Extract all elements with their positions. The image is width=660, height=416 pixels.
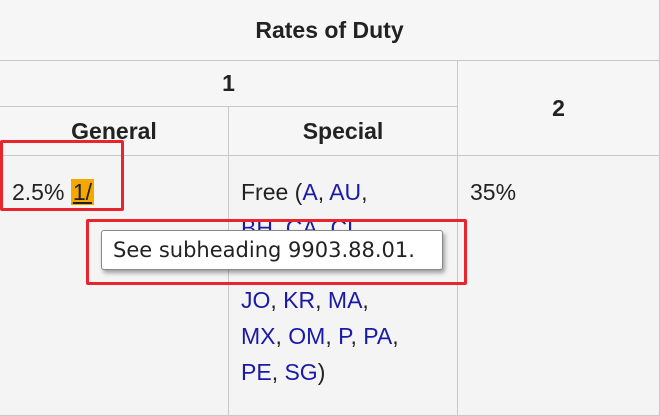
column-2-header: 2 xyxy=(458,61,660,156)
column-1-header: 1 xyxy=(0,61,458,107)
rates-of-duty-header: Rates of Duty xyxy=(0,0,660,61)
code-link[interactable]: A xyxy=(302,179,318,205)
general-header: General xyxy=(0,107,229,156)
general-note-link[interactable]: 1/ xyxy=(70,179,95,205)
code-link[interactable]: PA xyxy=(363,323,393,349)
note-annotation-box xyxy=(0,140,124,211)
column2-rate-cell: 35% xyxy=(458,156,660,416)
tooltip-annotation-box xyxy=(86,219,467,285)
code-link[interactable]: MX xyxy=(241,323,276,349)
code-link[interactable]: AU xyxy=(329,179,362,205)
code-link[interactable]: OM xyxy=(288,323,326,349)
special-prefix: Free ( xyxy=(241,179,303,205)
general-rate: 2.5% xyxy=(12,179,65,205)
tooltip: See subheading 9903.88.01. xyxy=(101,230,443,270)
special-header: Special xyxy=(229,107,458,156)
code-link[interactable]: KR xyxy=(283,287,316,313)
special-rate-cell: Free (A, AU, BH, CA, CL JO, KR, MA, MX, … xyxy=(229,156,458,416)
special-suffix: ) xyxy=(317,359,326,385)
code-link[interactable]: PE xyxy=(241,359,272,385)
general-rate-cell: 2.5% 1/ xyxy=(0,156,229,416)
code-link[interactable]: JO xyxy=(241,287,271,313)
code-link[interactable]: SG xyxy=(284,359,318,385)
code-link[interactable]: P xyxy=(338,323,351,349)
code-link[interactable]: MA xyxy=(327,287,363,313)
